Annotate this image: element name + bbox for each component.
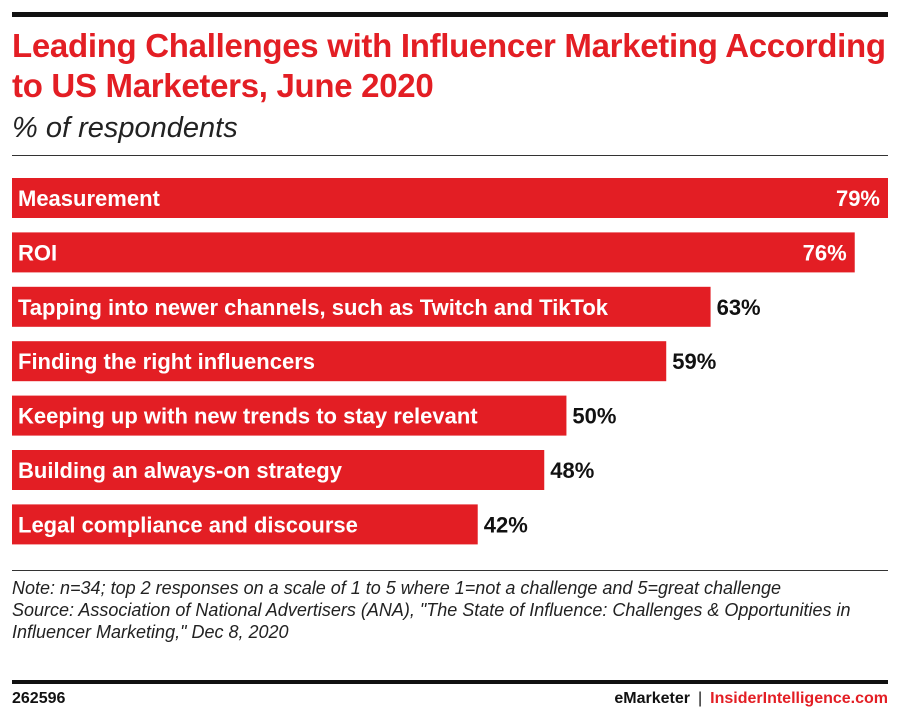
bar-2 bbox=[12, 286, 711, 327]
bar-value-label: 48% bbox=[550, 458, 594, 483]
brand-separator: | bbox=[698, 690, 703, 707]
brand-name: eMarketer bbox=[614, 690, 691, 707]
brand-site-link[interactable]: InsiderIntelligence.com bbox=[710, 690, 888, 707]
bar-value-label: 59% bbox=[672, 349, 716, 374]
bar-value-label: 42% bbox=[484, 512, 528, 537]
bar-category-label: ROI bbox=[18, 240, 57, 265]
bottom-rule bbox=[12, 680, 888, 684]
chart-id: 262596 bbox=[12, 690, 66, 707]
note-divider bbox=[12, 570, 888, 571]
bar-1 bbox=[12, 232, 855, 273]
bar-value-label: 76% bbox=[803, 240, 847, 265]
bar-6 bbox=[12, 504, 478, 545]
note-text: Note: n=34; top 2 responses on a scale o… bbox=[12, 578, 782, 598]
bar-value-label: 63% bbox=[717, 295, 761, 320]
top-rule bbox=[12, 12, 888, 17]
source-text: Source: Association of National Advertis… bbox=[12, 600, 851, 642]
bar-category-label: Measurement bbox=[18, 186, 161, 211]
chart-subtitle: % of respondents bbox=[12, 112, 238, 144]
bar-3 bbox=[12, 341, 667, 382]
bar-category-label: Keeping up with new trends to stay relev… bbox=[18, 404, 478, 429]
bar-4 bbox=[12, 395, 567, 436]
bar-value-label: 79% bbox=[836, 186, 880, 211]
title-divider bbox=[12, 155, 888, 156]
footer-brand: eMarketer | InsiderIntelligence.com bbox=[614, 690, 888, 708]
bar-chart: Measurement 79% ROI 76% Tapping into newer c… bbox=[12, 178, 888, 545]
bar-category-label: Finding the right influencers bbox=[18, 349, 315, 374]
bar-0 bbox=[12, 178, 888, 218]
bar-category-label: Legal compliance and discourse bbox=[18, 512, 358, 537]
bar-value-label: 50% bbox=[572, 404, 616, 429]
bar-category-label: Tapping into newer channels, such as Twi… bbox=[18, 295, 609, 320]
bar-5 bbox=[12, 450, 545, 490]
chart-notes: Note: n=34; top 2 responses on a scale o… bbox=[12, 577, 872, 643]
bar-category-label: Building an always-on strategy bbox=[18, 458, 343, 483]
chart-title: Leading Challenges with Influencer Marke… bbox=[12, 27, 886, 104]
